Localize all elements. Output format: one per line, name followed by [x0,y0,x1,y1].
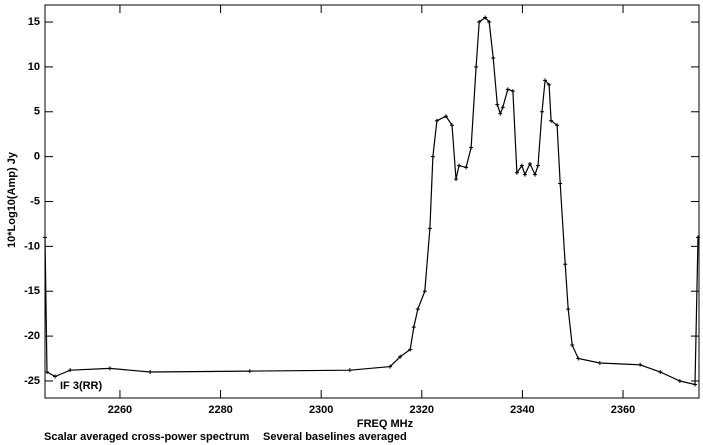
point-marker [695,235,700,240]
point-marker [576,356,581,361]
footer-right: Several baselines averaged [263,431,407,443]
x-tick-label: 2260 [108,404,132,416]
point-marker [107,366,112,371]
point-marker [500,105,505,110]
y-tick-label: -5 [30,195,40,207]
point-marker [477,20,482,25]
y-tick-label: 15 [28,16,40,28]
point-marker [487,20,492,25]
x-tick-label: 2340 [510,404,534,416]
y-tick-label: -10 [24,240,40,252]
point-marker [549,118,554,123]
y-tick-label: 10 [28,61,40,73]
x-tick-label: 2280 [208,404,232,416]
point-marker [398,354,403,359]
y-axis-label: 10*Log10(Amp) Jy [6,151,18,248]
point-marker [408,347,413,352]
point-marker [430,154,435,159]
point-marker [514,170,519,175]
point-marker [464,165,469,170]
point-marker [449,123,454,128]
annotation: IF 3(RR) [60,380,103,392]
point-marker [148,369,153,374]
y-tick-label: 5 [34,106,40,118]
point-marker [510,89,515,94]
point-marker [411,325,416,330]
point-marker [692,382,697,387]
point-marker [434,118,439,123]
point-marker [547,82,552,87]
spectrum-line [44,16,699,386]
point-marker [638,362,643,367]
point-marker [658,369,663,374]
point-marker [68,368,73,373]
point-marker [469,145,474,150]
plot-frame [44,4,700,399]
footer-left: Scalar averaged cross-power spectrum [44,431,250,443]
point-marker [597,361,602,366]
x-tick-label: 2300 [309,404,333,416]
point-marker [53,374,58,379]
point-marker [527,161,532,166]
point-marker [555,123,560,128]
y-tick-label: -25 [24,375,40,387]
point-marker [536,163,541,168]
point-marker [519,163,524,168]
point-marker [563,262,568,267]
point-marker [532,172,537,177]
point-marker [454,177,459,182]
point-marker [415,307,420,312]
point-marker [566,307,571,312]
point-marker [570,343,575,348]
point-marker [247,369,252,374]
point-marker [422,289,427,294]
point-marker [43,235,47,240]
point-marker [347,368,352,373]
point-marker [677,378,682,383]
point-marker [558,181,563,186]
point-marker [474,64,479,69]
point-marker [543,78,548,83]
point-marker [483,15,488,20]
x-tick-label: 2320 [410,404,434,416]
point-marker [540,109,545,114]
point-marker [388,364,393,369]
x-tick-label: 2360 [611,404,635,416]
point-marker [495,102,500,107]
point-marker [491,55,496,60]
point-marker [522,172,527,177]
point-marker [45,369,50,374]
point-marker [457,163,462,168]
point-marker [498,111,503,116]
y-tick-label: 0 [34,151,40,163]
y-tick-label: -15 [24,285,40,297]
point-marker [443,114,448,119]
x-axis-label: FREQ MHz [357,418,414,430]
y-tick-label: -20 [24,330,40,342]
point-marker [505,87,510,92]
point-marker [427,226,432,231]
